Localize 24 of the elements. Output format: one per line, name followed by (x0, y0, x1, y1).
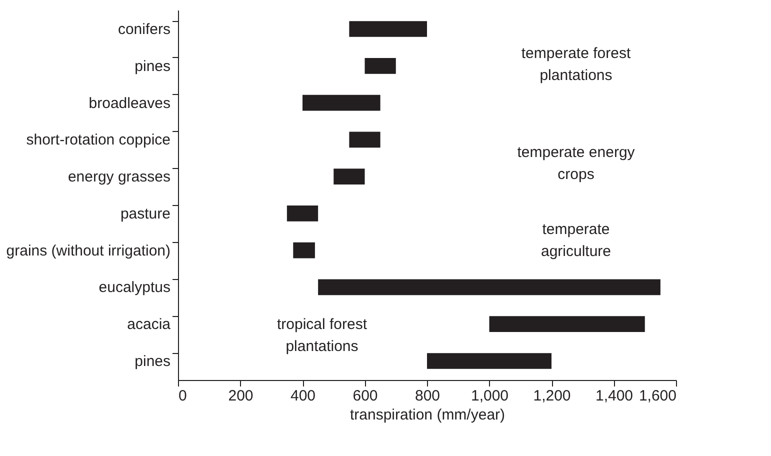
annotation: temperate forest plantations (521, 45, 632, 84)
x-axis-title: transpiration (mm/year) (350, 406, 506, 424)
y-tick-label: conifers (118, 21, 170, 38)
x-tick-label: 1,400 (595, 388, 634, 404)
y-tick-label: pasture (120, 205, 170, 222)
x-tick-label: 800 (414, 388, 440, 404)
x-tick-label: 0 (178, 388, 187, 404)
y-tick-label: short-rotation coppice (26, 132, 170, 149)
annotation: temperate agriculture (540, 221, 612, 260)
x-tick-label: 200 (228, 388, 254, 404)
y-tick-label: eucalyptus (98, 279, 170, 296)
x-tick-label: 1,600 (638, 388, 676, 404)
annotation: tropical forest plantations (276, 316, 368, 355)
y-tick-label: energy grasses (68, 168, 170, 186)
x-tick-label: 1,200 (533, 388, 571, 404)
y-tick-label: pines (134, 58, 170, 75)
annotation: temperate energy crops (517, 144, 636, 183)
y-tick-label: grains (without irrigation) (6, 242, 170, 260)
x-tick-label: 400 (290, 388, 316, 404)
y-tick-label: broadleaves (88, 94, 170, 112)
y-tick-label: acacia (127, 316, 172, 334)
x-tick-label: 600 (352, 388, 378, 404)
x-tick-label: 1,000 (470, 388, 509, 404)
y-tick-label: pines (134, 353, 170, 370)
